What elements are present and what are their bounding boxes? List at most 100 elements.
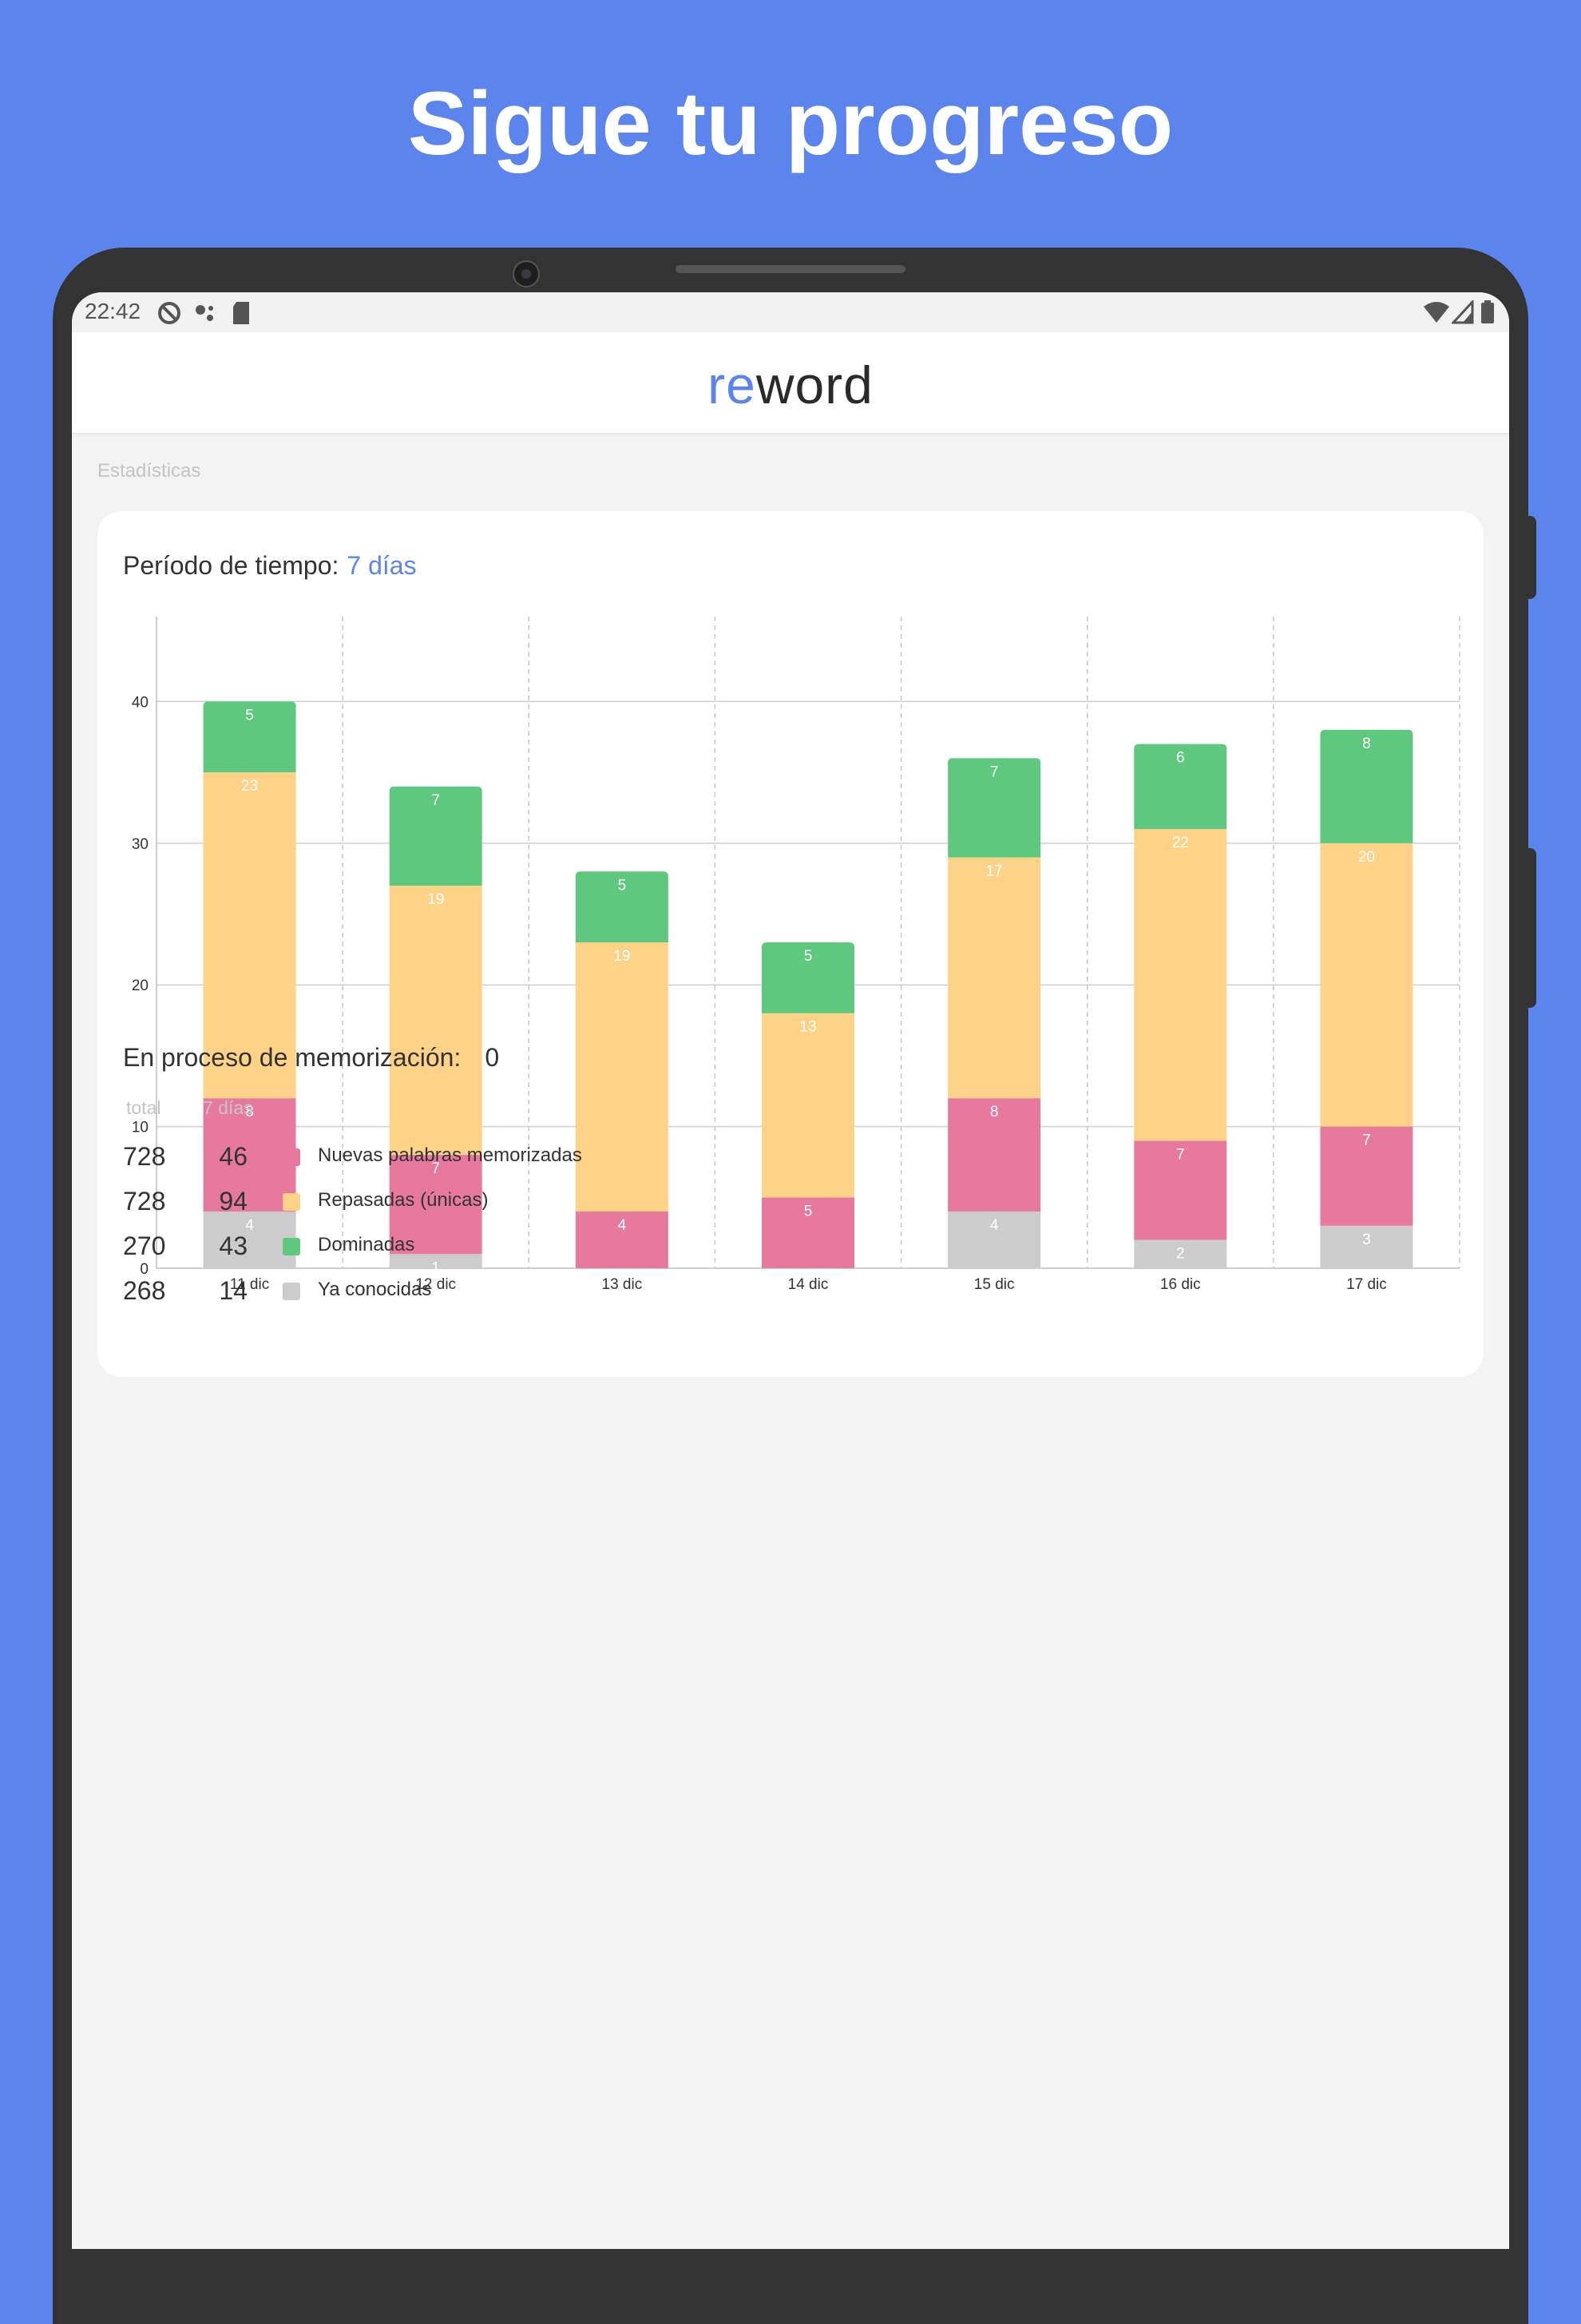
bar-segment (203, 772, 296, 1099)
legend-swatch (283, 1238, 300, 1255)
bar-value-label: 8 (990, 1104, 999, 1120)
bar-segment (203, 1098, 296, 1212)
logo-prefix: re (707, 355, 756, 414)
y-tick-label: 10 (132, 1120, 149, 1136)
power-button (1527, 848, 1536, 1008)
bar-value-label: 6 (1176, 750, 1185, 767)
period-value[interactable]: 7 días (347, 551, 417, 580)
bar-value-label: 19 (427, 891, 444, 908)
bar-segment (1320, 729, 1413, 843)
bar-value-label: 1 (431, 1259, 440, 1276)
x-tick-label: 13 dic (602, 1276, 643, 1293)
header-week: 7 días (203, 1097, 253, 1118)
bar-segment (762, 942, 854, 1013)
app-bar: reword (72, 332, 1509, 433)
stats-week: 14 (219, 1276, 248, 1305)
bar-segment (1320, 843, 1413, 1127)
bar-value-label: 20 (1358, 849, 1375, 866)
x-tick-label: 17 dic (1346, 1276, 1387, 1293)
bar-value-label: 5 (804, 948, 813, 965)
bar-segment (762, 1013, 854, 1198)
stats-label: Nuevas palabras memorizadas (318, 1144, 582, 1166)
stats-label: Ya conocidas (318, 1279, 432, 1300)
bar-value-label: 7 (990, 763, 999, 780)
bar-segment (948, 1212, 1041, 1268)
y-tick-label: 40 (132, 694, 149, 711)
bar-segment (948, 857, 1041, 1099)
bar-value-label: 23 (241, 778, 258, 795)
legend-swatch (283, 1148, 300, 1166)
bar-value-label: 13 (799, 1019, 816, 1036)
bar-value-label: 4 (618, 1217, 627, 1234)
legend-swatch (283, 1283, 300, 1300)
bar-value-label: 7 (431, 792, 440, 809)
bar-value-label: 8 (1362, 736, 1371, 752)
y-tick-label: 20 (132, 978, 149, 994)
stats-label: Dominadas (318, 1234, 415, 1255)
bar-segment (1134, 1140, 1227, 1240)
memorization-label: En proceso de memorización: (123, 1043, 462, 1072)
bar-segment (948, 758, 1041, 858)
bar-value-label: 2 (1176, 1246, 1185, 1263)
bar-segment (1134, 744, 1227, 830)
section-label: Estadísticas (97, 460, 201, 482)
stats-week: 43 (219, 1231, 248, 1260)
bar-segment (1134, 1239, 1227, 1268)
bar-segment (389, 886, 482, 1156)
y-tick-label: 0 (140, 1261, 149, 1278)
bar-value-label: 7 (1176, 1146, 1185, 1163)
bar-value-label: 19 (613, 948, 630, 965)
x-tick-label: 16 dic (1160, 1276, 1201, 1293)
bar-value-label: 7 (1362, 1132, 1371, 1149)
bar-segment (575, 871, 668, 942)
screen: 22:42 reword Estadísticas 0 10 20 30 40 4 8 2 (72, 292, 1509, 2249)
do-not-disturb-icon (158, 302, 180, 324)
bar-segment (389, 1155, 482, 1255)
bar-value-label: 3 (1362, 1231, 1371, 1248)
assistant-icon (196, 305, 213, 321)
bar-value-label: 22 (1172, 835, 1189, 851)
stats-total: 728 (123, 1187, 166, 1216)
bar-segment (948, 1098, 1041, 1212)
bar-segment (203, 1212, 296, 1268)
front-camera (513, 260, 540, 288)
statistics-card: 0 10 20 30 40 4 8 23 5 11 dic 1 7 19 7 12 dic 4 19 5 13 di… (97, 511, 1484, 1377)
bar-segment (1320, 1126, 1413, 1226)
stats-row: 728 94 Repasadas (únicas) (97, 1187, 896, 1219)
bar-value-label: 5 (245, 707, 254, 724)
bar-value-label: 5 (804, 1203, 813, 1220)
app-logo: reword (72, 355, 1509, 415)
bar-value-label: 4 (245, 1217, 254, 1234)
bar-value-label: 8 (245, 1104, 254, 1120)
legend-swatch (283, 1193, 300, 1211)
stats-week: 46 (219, 1142, 248, 1171)
header-total: total (126, 1097, 161, 1118)
x-tick-label: 11 dic (230, 1276, 269, 1293)
cell-signal-icon (1452, 300, 1474, 324)
bar-value-label: 4 (990, 1217, 999, 1234)
period-selector[interactable]: Período de tiempo: 7 días (123, 551, 417, 581)
bar-segment (575, 942, 668, 1212)
bar-segment (389, 1254, 482, 1268)
x-tick-label: 12 dic (415, 1276, 456, 1293)
period-label: Período de tiempo: (123, 551, 339, 580)
stats-row: 270 43 Dominadas (97, 1231, 896, 1263)
bar-segment (389, 786, 482, 886)
bar-segment (1134, 829, 1227, 1141)
stats-row: 268 14 Ya conocidas (97, 1276, 896, 1308)
bar-value-label: 17 (986, 863, 1003, 880)
stats-total: 270 (123, 1231, 166, 1260)
stats-week: 94 (219, 1187, 248, 1216)
memorization-value: 0 (485, 1043, 500, 1072)
stats-row: 728 46 Nuevas palabras memorizadas (97, 1142, 896, 1174)
x-tick-label: 15 dic (974, 1276, 1015, 1293)
headline: Sigue tu progreso (407, 73, 1174, 173)
wifi-icon (1424, 302, 1449, 323)
battery-icon (1481, 300, 1494, 323)
memorization-status: En proceso de memorización: 0 (123, 1043, 499, 1073)
bar-segment (575, 1212, 668, 1268)
bar-segment (762, 1197, 854, 1268)
volume-button (1527, 516, 1536, 599)
bar-value-label: 7 (431, 1160, 440, 1177)
